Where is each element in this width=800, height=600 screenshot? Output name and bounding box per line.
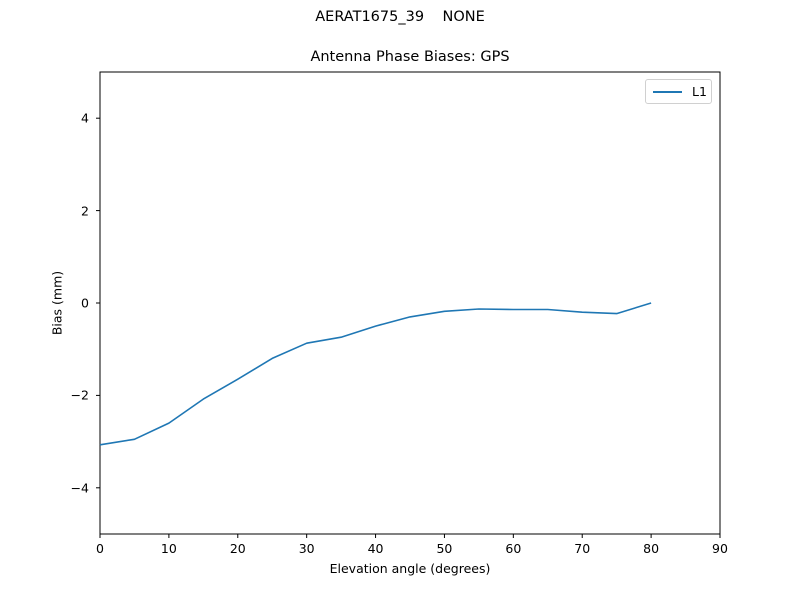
figure-suptitle: AERAT1675_39 NONE — [315, 9, 485, 25]
series-line-l1 — [99, 302, 652, 446]
y-tick-label: −2 — [70, 387, 89, 403]
x-tick-label: 80 — [643, 541, 660, 556]
x-tick-label: 10 — [160, 541, 177, 556]
x-tick-label: 70 — [574, 541, 591, 556]
x-tick-label: 0 — [96, 541, 104, 556]
y-tick-label: −4 — [70, 480, 89, 496]
y-tick-label: 4 — [81, 110, 89, 126]
x-tick-label: 60 — [505, 541, 522, 556]
x-tick-label: 30 — [298, 541, 315, 556]
y-axis-ticks — [96, 117, 100, 489]
x-tick-label: 40 — [367, 541, 384, 556]
chart-title: Antenna Phase Biases: GPS — [310, 49, 510, 65]
x-axis-ticks — [99, 534, 721, 538]
legend-line-swatch-icon — [653, 91, 682, 93]
legend: L1 — [645, 79, 712, 104]
x-tick-label: 50 — [436, 541, 453, 556]
y-tick-label: 0 — [81, 295, 89, 311]
y-tick-label: 2 — [81, 203, 89, 219]
x-tick-label: 20 — [229, 541, 246, 556]
x-axis-label: Elevation angle (degrees) — [329, 561, 491, 576]
x-tick-label: 90 — [712, 541, 728, 556]
legend-label-l1: L1 — [692, 84, 707, 99]
plot-area — [99, 71, 721, 535]
